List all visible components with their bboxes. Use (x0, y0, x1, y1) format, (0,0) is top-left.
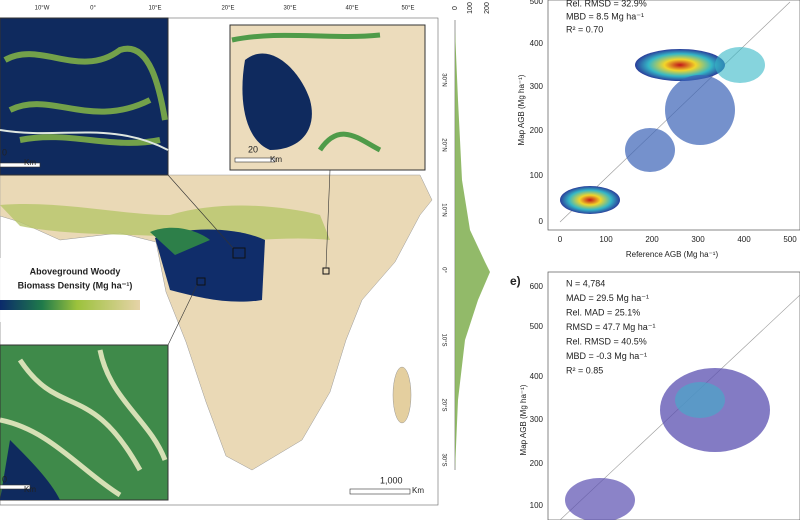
y-tick-label: 500 (530, 322, 544, 331)
y-tick-label: 300 (530, 415, 544, 424)
y-tick-label: 300 (530, 82, 544, 91)
stat-text: Rel. RMSD = 32.9% (566, 0, 647, 8)
y-axis-label: Map AGB (Mg ha⁻¹) (517, 74, 526, 145)
stat-text: Rel. MAD = 25.1% (566, 307, 640, 317)
scatter-d (547, 0, 800, 231)
y-tick-label: 200 (530, 126, 544, 135)
x-tick-label: 0 (558, 235, 563, 244)
panel-label: e) (510, 274, 521, 288)
histogram-tick: 100 (467, 2, 474, 14)
longitude-label: 10°W (35, 6, 50, 12)
x-tick-label: 300 (691, 235, 705, 244)
latitude-label: 0° (440, 267, 446, 273)
map (0, 17, 439, 506)
latitude-label: 30°N (440, 73, 446, 86)
stat-text: R² = 0.70 (566, 24, 603, 34)
scatter-e (547, 271, 800, 522)
longitude-label: 30°E (283, 6, 296, 12)
scale-value: 0 (2, 147, 7, 157)
scale-value: 0 (2, 474, 7, 484)
scale-unit: Km (24, 485, 36, 494)
longitude-label: 20°E (221, 6, 234, 12)
scale-value: 20 (248, 144, 258, 154)
stat-text: RMSD = 47.7 Mg ha⁻¹ (566, 322, 656, 332)
y-tick-label: 400 (530, 372, 544, 381)
scale-value: 1,000 (380, 475, 403, 485)
stat-text: MBD = -0.3 Mg ha⁻¹ (566, 351, 647, 361)
y-tick-label: 400 (530, 39, 544, 48)
stat-text: MAD = 29.5 Mg ha⁻¹ (566, 293, 649, 303)
latitude-label: 20°S (440, 398, 446, 411)
x-tick-label: 100 (599, 235, 613, 244)
latitude-label: 10°S (440, 333, 446, 346)
x-tick-label: 200 (645, 235, 659, 244)
scale-unit: Km (24, 158, 36, 167)
x-tick-label: 400 (737, 235, 751, 244)
latitude-label: 30°S (440, 453, 446, 466)
y-tick-label: 100 (530, 501, 544, 510)
longitude-label: 10°E (148, 6, 161, 12)
stat-text: MBD = 8.5 Mg ha⁻¹ (566, 11, 644, 21)
histogram-tick: 0 (452, 6, 459, 10)
histogram (454, 20, 490, 470)
longitude-label: 50°E (401, 6, 414, 12)
stat-text: Rel. RMSD = 40.5% (566, 336, 647, 346)
legend-title: Biomass Density (Mg ha⁻¹) (18, 280, 133, 290)
x-axis-label: Reference AGB (Mg ha⁻¹) (626, 250, 719, 259)
longitude-label: 40°E (345, 6, 358, 12)
y-tick-label: 200 (530, 459, 544, 468)
legend-title: Aboveground Woody (30, 266, 121, 276)
y-axis-label: Map AGB (Mg ha⁻¹) (519, 384, 528, 455)
scale-unit: Km (270, 155, 282, 164)
latitude-label: 10°N (440, 203, 446, 216)
y-tick-label: 500 (530, 0, 544, 6)
x-tick-label: 500 (783, 235, 797, 244)
scale-unit: Km (412, 486, 424, 495)
stat-text: R² = 0.85 (566, 365, 603, 375)
y-tick-label: 0 (539, 217, 544, 226)
longitude-label: 0° (90, 6, 96, 12)
stat-text: N = 4,784 (566, 278, 605, 288)
y-tick-label: 600 (530, 282, 544, 291)
latitude-label: 20°N (440, 138, 446, 151)
y-tick-label: 100 (530, 171, 544, 180)
histogram-tick: 200 (484, 2, 491, 14)
